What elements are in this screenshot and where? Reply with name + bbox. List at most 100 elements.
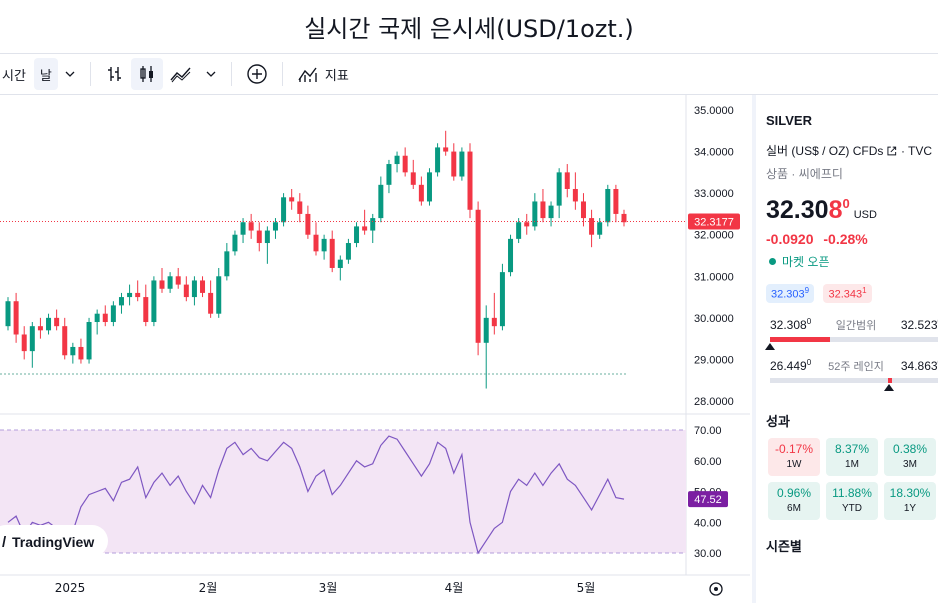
- performance-value: -0.17%: [768, 442, 820, 456]
- week52-high: 34.863: [901, 359, 938, 373]
- candle-body: [70, 347, 75, 355]
- interval-day-button[interactable]: 날: [34, 58, 58, 90]
- price-chart[interactable]: 35.000034.000033.000032.000031.000030.00…: [0, 95, 750, 603]
- candle-body: [30, 326, 35, 351]
- performance-title: 성과: [756, 411, 938, 430]
- candle-body: [370, 218, 375, 230]
- candle-body: [135, 293, 140, 297]
- compare-button[interactable]: [240, 58, 274, 90]
- current-price-value: 32.3177: [694, 217, 734, 229]
- price-axis-label: 33.0000: [694, 188, 734, 200]
- tradingview-watermark[interactable]: / TradingView: [0, 525, 108, 557]
- candle-body: [354, 226, 359, 243]
- candle-body: [22, 334, 27, 351]
- source-name[interactable]: TVC: [908, 144, 932, 158]
- candle-body: [119, 297, 124, 305]
- bid-value: 32.303: [771, 289, 805, 301]
- area-style-button[interactable]: [163, 58, 199, 90]
- performance-period: 1W: [768, 459, 820, 470]
- candle-body: [532, 201, 537, 226]
- day-low-sup: 0: [807, 317, 811, 326]
- week52-range-bar: [770, 378, 938, 383]
- candle-body: [265, 231, 270, 243]
- bar-style-button[interactable]: [99, 58, 131, 90]
- candle-body: [500, 272, 505, 326]
- candle-body: [289, 197, 294, 201]
- symbol-name: SILVER: [756, 95, 938, 128]
- candle-body: [589, 218, 594, 235]
- candle-body: [14, 301, 19, 334]
- price-change-percent: -0.28%: [823, 231, 867, 247]
- candle-body: [476, 210, 481, 343]
- price-sup: 0: [842, 196, 849, 211]
- day-range-label: 일간범위: [836, 317, 876, 333]
- candle-body: [362, 226, 367, 230]
- candle-body: [622, 214, 627, 222]
- candle-body: [46, 318, 51, 330]
- rsi-axis-label: 70.00: [694, 425, 722, 437]
- market-status: 마켓 오픈: [782, 253, 830, 270]
- price-axis-label: 28.0000: [694, 396, 734, 408]
- price-main: 32.30: [766, 196, 829, 225]
- candle-body: [451, 152, 456, 177]
- day-low: 32.308: [770, 318, 807, 332]
- candle-body: [508, 239, 513, 272]
- watermark-text: TradingView: [12, 534, 94, 550]
- interval-hour-button[interactable]: 시간: [0, 58, 32, 90]
- performance-value: 18.30%: [884, 486, 936, 500]
- candle-body: [6, 301, 11, 326]
- indicators-label: 지표: [325, 65, 349, 84]
- external-link-icon[interactable]: [886, 145, 898, 157]
- candle-body: [443, 147, 448, 151]
- performance-cell: -0.17% 1W: [768, 438, 820, 476]
- performance-cell: 8.37%1M: [826, 438, 878, 476]
- candle-body: [168, 276, 173, 288]
- performance-period: 6M: [768, 503, 820, 514]
- candle-body: [257, 231, 262, 243]
- toolbar-divider: [282, 62, 283, 86]
- ask-sup: 1: [862, 286, 866, 295]
- candle-body: [346, 243, 351, 260]
- candle-body: [241, 222, 246, 234]
- bars-icon: [105, 64, 125, 84]
- candle-body: [524, 222, 529, 226]
- chevron-down-icon: [64, 68, 76, 80]
- candle-body: [54, 318, 59, 326]
- symbol-info-panel: SILVER 실버 (US$ / OZ) CFDs · TVC 상품 · 씨에프…: [752, 95, 938, 603]
- candle-body: [78, 347, 83, 359]
- price-mid: 8: [829, 196, 843, 225]
- candle-body: [597, 222, 602, 234]
- candle-body: [581, 201, 586, 218]
- performance-cell: 18.30%1Y: [884, 482, 936, 520]
- current-price-tag: 32.3177: [688, 214, 740, 230]
- candle-body: [435, 147, 440, 172]
- indicators-button[interactable]: 지표: [291, 58, 355, 90]
- candle-body: [216, 276, 221, 313]
- toolbar-divider: [231, 62, 232, 86]
- day-range-fill: [770, 337, 830, 342]
- chevron-down-icon: [205, 68, 217, 80]
- candle-body: [160, 280, 165, 288]
- candle-body: [338, 260, 343, 268]
- week52-low-sup: 0: [807, 358, 811, 367]
- candle-body: [314, 235, 319, 252]
- candle-body: [322, 239, 327, 251]
- rsi-value-tag: 47.52: [688, 491, 728, 507]
- candle-body: [273, 222, 278, 230]
- candle-body: [459, 152, 464, 177]
- candle-body: [200, 280, 205, 292]
- indicators-icon: [297, 64, 319, 84]
- candles-style-button[interactable]: [131, 58, 163, 90]
- price-axis-label: 35.0000: [694, 105, 734, 117]
- candle-body: [386, 164, 391, 185]
- performance-value: 0.96%: [768, 486, 820, 500]
- time-axis-label: 2025: [55, 581, 86, 595]
- style-dropdown-button[interactable]: [199, 58, 223, 90]
- symbol-description[interactable]: 실버 (US$ / OZ) CFDs: [766, 142, 883, 159]
- performance-period: YTD: [826, 503, 878, 514]
- week52-low: 26.449: [770, 359, 807, 373]
- interval-dropdown-button[interactable]: [58, 58, 82, 90]
- rsi-value: 47.52: [694, 494, 722, 506]
